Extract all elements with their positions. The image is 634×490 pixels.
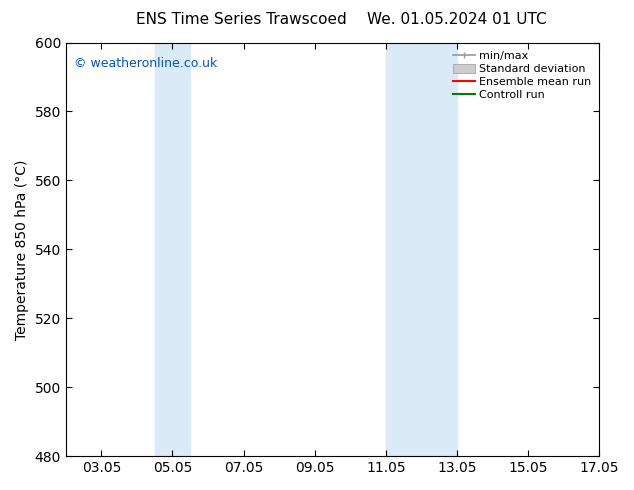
Y-axis label: Temperature 850 hPa (°C): Temperature 850 hPa (°C) (15, 159, 29, 340)
Text: ENS Time Series Trawscoed: ENS Time Series Trawscoed (136, 12, 346, 27)
Legend: min/max, Standard deviation, Ensemble mean run, Controll run: min/max, Standard deviation, Ensemble me… (450, 48, 593, 103)
Bar (386, 43, 457, 456)
Text: We. 01.05.2024 01 UTC: We. 01.05.2024 01 UTC (366, 12, 547, 27)
Bar (155, 43, 190, 456)
Text: © weatheronline.co.uk: © weatheronline.co.uk (74, 57, 217, 70)
